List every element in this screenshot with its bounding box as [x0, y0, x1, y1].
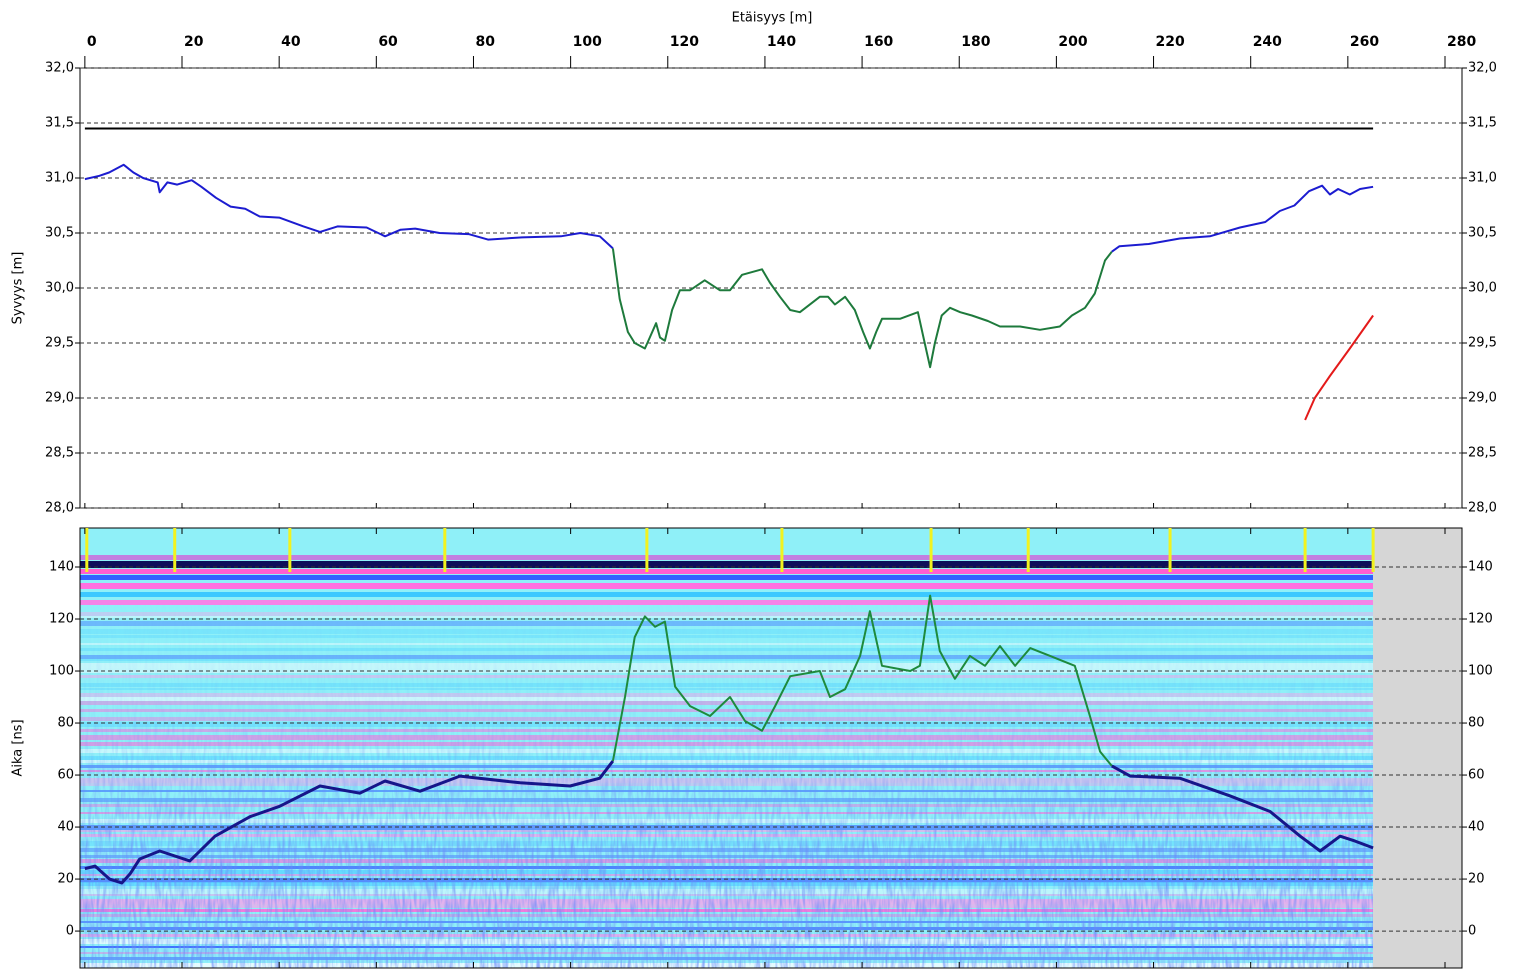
radargram-band	[80, 592, 1373, 597]
y-axis-title: Aika [ns]	[11, 719, 26, 776]
y-tick-label: 80	[1468, 716, 1485, 731]
x-tick-label: 80	[475, 34, 495, 50]
y-tick-label: 100	[49, 664, 74, 679]
radargram-noise	[80, 600, 1373, 968]
radargram-band	[80, 569, 1373, 574]
y-tick-label: 20	[1468, 872, 1485, 887]
y-tick-label: 120	[1468, 612, 1493, 627]
x-tick-label: 180	[961, 34, 990, 50]
y-tick-label: 31,5	[45, 116, 74, 131]
y-tick-label: 28,5	[45, 446, 74, 461]
y-axis-title: Syvyys [m]	[11, 252, 26, 325]
y-tick-label: 120	[49, 612, 74, 627]
y-tick-label: 31,0	[1468, 171, 1497, 186]
chart: Etäisyys [m] Syvyys [m] Aika [ns] 28,0 28…	[0, 0, 1520, 974]
y-tick-label: 31,0	[45, 171, 74, 186]
radargram-band	[80, 555, 1373, 560]
x-tick-label: 160	[864, 34, 893, 50]
x-tick-label: 280	[1447, 34, 1476, 50]
y-tick-label: 29,0	[1468, 391, 1497, 406]
y-tick-label: 28,0	[45, 501, 74, 516]
x-axis-title: Etäisyys [m]	[732, 11, 813, 26]
plot-area	[80, 68, 1462, 508]
y-tick-label: 60	[1468, 768, 1485, 783]
y-tick-label: 31,5	[1468, 116, 1497, 131]
y-tick-label: 80	[57, 716, 74, 731]
y-tick-label: 32,0	[45, 61, 74, 76]
radargram-band	[80, 575, 1373, 580]
radargram	[80, 528, 1373, 968]
y-tick-label: 30,5	[1468, 226, 1497, 241]
y-tick-label: 100	[1468, 664, 1493, 679]
x-tick-label: 240	[1253, 34, 1282, 50]
x-tick-label: 100	[573, 34, 602, 50]
y-tick-label: 140	[49, 560, 74, 575]
y-tick-label: 0	[1468, 924, 1476, 939]
y-tick-label: 28,0	[1468, 501, 1497, 516]
y-tick-label: 29,5	[45, 336, 74, 351]
y-tick-label: 30,0	[1468, 281, 1497, 296]
x-tick-label: 200	[1058, 34, 1087, 50]
y-tick-label: 140	[1468, 560, 1493, 575]
y-tick-label: 0	[66, 924, 74, 939]
x-tick-label: 220	[1156, 34, 1185, 50]
y-tick-label: 40	[1468, 820, 1485, 835]
y-tick-label: 29,0	[45, 391, 74, 406]
x-tick-label: 40	[281, 34, 301, 50]
y-tick-label: 29,5	[1468, 336, 1497, 351]
x-tick-label: 60	[378, 34, 398, 50]
y-tick-label: 30,5	[45, 226, 74, 241]
x-tick-label: 120	[670, 34, 699, 50]
radargram-band	[80, 583, 1373, 589]
x-tick-label: 20	[184, 34, 204, 50]
y-tick-label: 40	[57, 820, 74, 835]
y-tick-label: 32,0	[1468, 61, 1497, 76]
y-tick-label: 20	[57, 872, 74, 887]
page: Etäisyys [m] Syvyys [m] Aika [ns] 28,0 28…	[0, 0, 1520, 974]
y-tick-label: 30,0	[45, 281, 74, 296]
x-tick-label: 0	[87, 34, 97, 50]
x-tick-label: 140	[767, 34, 796, 50]
y-tick-label: 28,5	[1468, 446, 1497, 461]
x-tick-label: 260	[1350, 34, 1379, 50]
y-tick-label: 60	[57, 768, 74, 783]
no-data-area	[1373, 528, 1462, 968]
